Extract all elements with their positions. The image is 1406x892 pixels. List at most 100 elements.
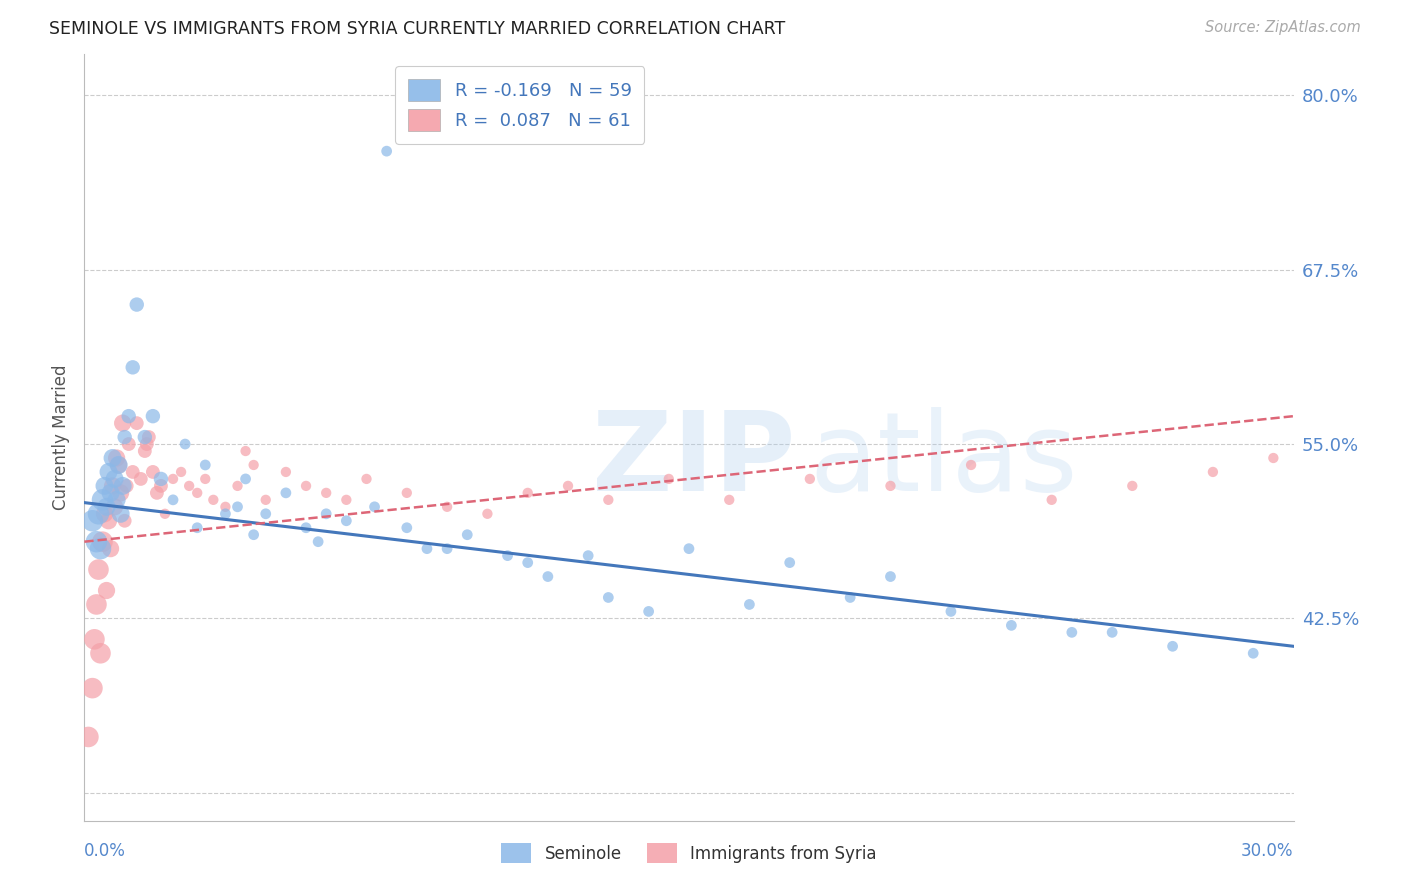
Point	[960, 458, 983, 472]
Point	[537, 569, 560, 583]
Point	[242, 458, 264, 472]
Point	[718, 492, 741, 507]
Point	[363, 500, 385, 514]
Point	[105, 492, 128, 507]
Point	[1202, 465, 1225, 479]
Point	[125, 297, 148, 311]
Point	[186, 521, 208, 535]
Point	[637, 604, 659, 618]
Point	[104, 472, 127, 486]
Point	[235, 444, 257, 458]
Point	[1040, 492, 1063, 507]
Point	[97, 465, 120, 479]
Point	[356, 472, 378, 486]
Point	[839, 591, 862, 605]
Point	[110, 486, 132, 500]
Point	[416, 541, 439, 556]
Point	[1121, 479, 1143, 493]
Point	[576, 549, 599, 563]
Point	[516, 556, 538, 570]
Point	[799, 472, 821, 486]
Point	[395, 486, 418, 500]
Point	[194, 458, 217, 472]
Point	[135, 437, 157, 451]
Point	[226, 479, 249, 493]
Point	[91, 492, 114, 507]
Point	[274, 486, 297, 500]
Point	[96, 500, 118, 514]
Point	[86, 598, 108, 612]
Point	[939, 604, 962, 618]
Point	[162, 472, 184, 486]
Point	[162, 492, 184, 507]
Point	[557, 479, 579, 493]
Text: 0.0%: 0.0%	[84, 841, 127, 860]
Point	[456, 527, 478, 541]
Text: atlas: atlas	[810, 407, 1078, 514]
Point	[114, 430, 136, 444]
Point	[395, 521, 418, 535]
Point	[93, 507, 115, 521]
Point	[89, 646, 111, 660]
Point	[678, 541, 700, 556]
Point	[82, 681, 104, 695]
Point	[658, 472, 681, 486]
Point	[134, 430, 156, 444]
Point	[335, 514, 357, 528]
Legend: Seminole, Immigrants from Syria: Seminole, Immigrants from Syria	[495, 836, 883, 870]
Point	[477, 507, 499, 521]
Point	[254, 492, 277, 507]
Point	[118, 437, 141, 451]
Point	[174, 437, 197, 451]
Point	[121, 360, 143, 375]
Point	[111, 416, 134, 430]
Point	[138, 430, 160, 444]
Point	[214, 500, 236, 514]
Point	[186, 486, 208, 500]
Text: ZIP: ZIP	[592, 407, 796, 514]
Point	[1000, 618, 1022, 632]
Point	[436, 541, 458, 556]
Point	[129, 472, 152, 486]
Point	[142, 465, 165, 479]
Point	[77, 730, 100, 744]
Point	[115, 479, 138, 493]
Text: 30.0%: 30.0%	[1241, 841, 1294, 860]
Point	[179, 479, 201, 493]
Point	[97, 514, 120, 528]
Point	[496, 549, 519, 563]
Point	[121, 465, 143, 479]
Point	[153, 507, 176, 521]
Point	[149, 472, 172, 486]
Point	[516, 486, 538, 500]
Point	[879, 569, 901, 583]
Point	[107, 458, 129, 472]
Point	[274, 465, 297, 479]
Point	[89, 541, 111, 556]
Point	[146, 486, 169, 500]
Point	[83, 632, 105, 647]
Point	[315, 507, 337, 521]
Y-axis label: Currently Married: Currently Married	[52, 364, 70, 510]
Point	[87, 563, 110, 577]
Point	[104, 500, 127, 514]
Point	[118, 409, 141, 424]
Point	[779, 556, 801, 570]
Point	[375, 144, 398, 158]
Point	[111, 479, 134, 493]
Point	[335, 492, 357, 507]
Point	[194, 472, 217, 486]
Point	[134, 444, 156, 458]
Point	[436, 500, 458, 514]
Text: SEMINOLE VS IMMIGRANTS FROM SYRIA CURRENTLY MARRIED CORRELATION CHART: SEMINOLE VS IMMIGRANTS FROM SYRIA CURREN…	[49, 20, 786, 37]
Point	[1101, 625, 1123, 640]
Point	[295, 479, 318, 493]
Point	[295, 521, 318, 535]
Text: Source: ZipAtlas.com: Source: ZipAtlas.com	[1205, 20, 1361, 35]
Point	[100, 486, 122, 500]
Point	[202, 492, 225, 507]
Point	[1060, 625, 1083, 640]
Point	[142, 409, 165, 424]
Point	[82, 514, 104, 528]
Point	[149, 479, 172, 493]
